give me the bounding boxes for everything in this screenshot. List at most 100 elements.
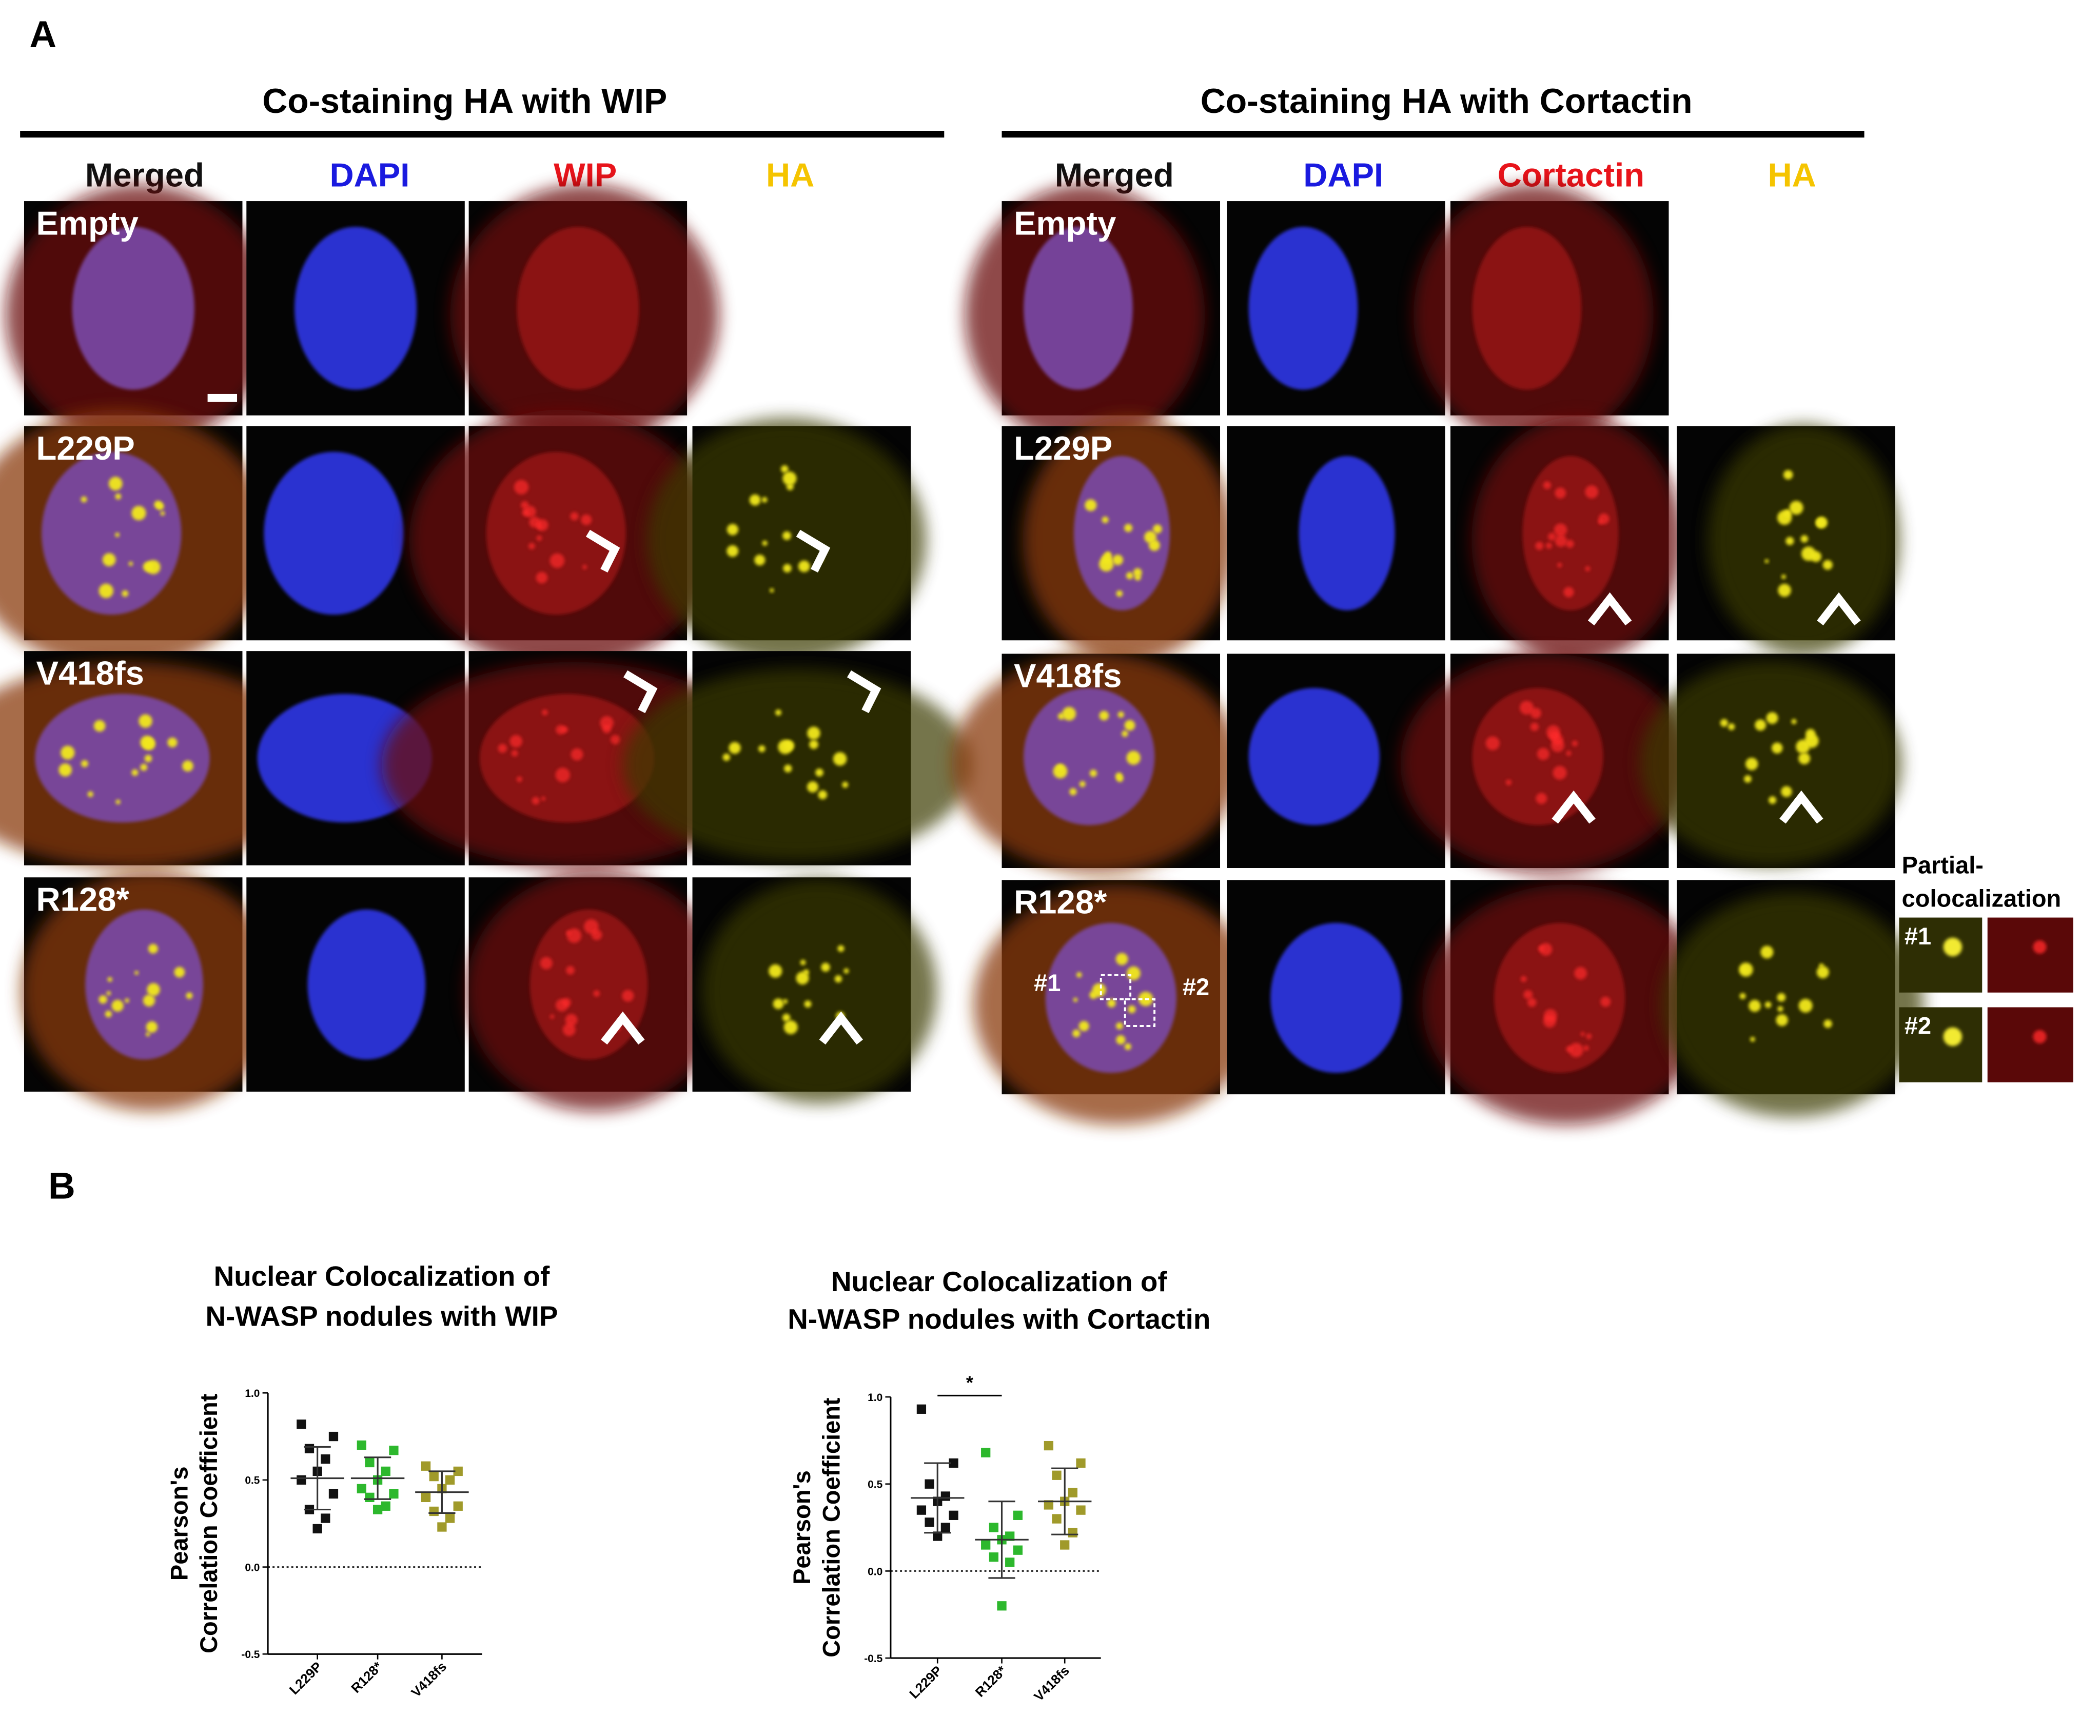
data-point (357, 1440, 366, 1450)
micrograph (1227, 654, 1445, 868)
nodule (1566, 1045, 1573, 1053)
nodule (727, 524, 739, 536)
nodule (1122, 730, 1128, 737)
nodule (1115, 953, 1128, 965)
data-point (1068, 1488, 1078, 1497)
nodule (815, 768, 823, 777)
nodule (102, 553, 116, 567)
data-point (365, 1492, 375, 1502)
nodule (1520, 701, 1534, 715)
data-point (437, 1522, 447, 1532)
nodule (1789, 501, 1803, 515)
row-label: Empty (36, 204, 138, 242)
nodule (1739, 962, 1753, 977)
micrograph (1002, 416, 1234, 664)
nodule (1134, 574, 1141, 581)
nodule (1117, 711, 1124, 718)
data-point (453, 1466, 463, 1476)
chart-title: Nuclear Colocalization of (831, 1266, 1167, 1297)
nodule (1816, 966, 1829, 979)
nodule (536, 535, 542, 541)
data-point (1052, 1514, 1062, 1524)
nodule (1781, 574, 1786, 579)
data-point (916, 1404, 927, 1414)
data-point (453, 1501, 463, 1511)
x-tick-label: R128* (972, 1663, 1010, 1700)
cell-body (1640, 660, 1902, 866)
nodule (1079, 781, 1086, 787)
nodule (1126, 751, 1141, 765)
nodule (1053, 764, 1068, 779)
nodule (139, 714, 152, 728)
nodule (1750, 1036, 1755, 1042)
nodule (122, 590, 129, 597)
nucleus (1248, 688, 1380, 825)
nodule (1785, 537, 1794, 545)
arrowhead (796, 529, 831, 573)
x-tick-label: V418fs (1031, 1663, 1072, 1704)
data-point (1044, 1500, 1054, 1510)
x-tick-label: R128* (348, 1659, 385, 1696)
nodule (1527, 998, 1537, 1007)
data-point (421, 1461, 431, 1471)
micrograph (246, 877, 465, 1092)
nodule (1062, 706, 1076, 721)
nodule (134, 971, 139, 975)
nodule (1600, 996, 1611, 1007)
nodule (1543, 1015, 1556, 1028)
arrowhead (585, 529, 620, 573)
nodule (1760, 945, 1774, 959)
nodule (769, 964, 782, 978)
data-point (989, 1523, 999, 1532)
nodule (509, 735, 523, 748)
nodule (1739, 993, 1746, 999)
nodule (804, 1000, 812, 1008)
nodule (1791, 719, 1797, 724)
nodule (1089, 770, 1097, 777)
nodule (186, 992, 193, 999)
nodule (1823, 1019, 1832, 1028)
row-label: V418fs (1014, 657, 1122, 695)
inset-tile (1899, 1007, 1983, 1082)
data-point (389, 1489, 399, 1499)
nodule (1536, 793, 1547, 804)
nodule (1798, 752, 1811, 765)
nodule (807, 781, 818, 793)
nodule (770, 588, 774, 593)
nodule (1816, 518, 1826, 528)
nodule (143, 738, 155, 751)
y-axis-label: Pearson's (165, 1466, 192, 1581)
arrowhead (847, 670, 881, 714)
nodule (1535, 542, 1544, 550)
nodule (1574, 966, 1587, 980)
nucleus (1299, 456, 1395, 610)
nodule (775, 709, 781, 716)
nodule (600, 716, 614, 730)
nucleus (42, 451, 182, 615)
nodule (182, 760, 193, 772)
nodule (1598, 519, 1603, 525)
column-label: HA (766, 156, 814, 193)
micrograph (1400, 654, 1689, 873)
panel-label: A (29, 14, 56, 55)
nodule (727, 545, 739, 557)
data-point (949, 1510, 958, 1520)
data-point (445, 1513, 455, 1523)
nucleus (1024, 227, 1133, 390)
nodule (87, 791, 93, 797)
micrograph (450, 184, 719, 445)
nodule (555, 767, 571, 782)
nodule (1126, 571, 1134, 580)
nodule (542, 709, 548, 716)
nodule (566, 965, 575, 975)
nodule (761, 497, 768, 503)
nodule (516, 776, 522, 782)
nodule (81, 760, 88, 767)
nodule (749, 494, 761, 506)
data-point (429, 1471, 439, 1482)
roi-box (1124, 998, 1156, 1027)
data-point (940, 1491, 951, 1501)
nodule (1530, 722, 1539, 732)
nodule (1116, 1035, 1126, 1045)
nodule (1073, 997, 1078, 1002)
